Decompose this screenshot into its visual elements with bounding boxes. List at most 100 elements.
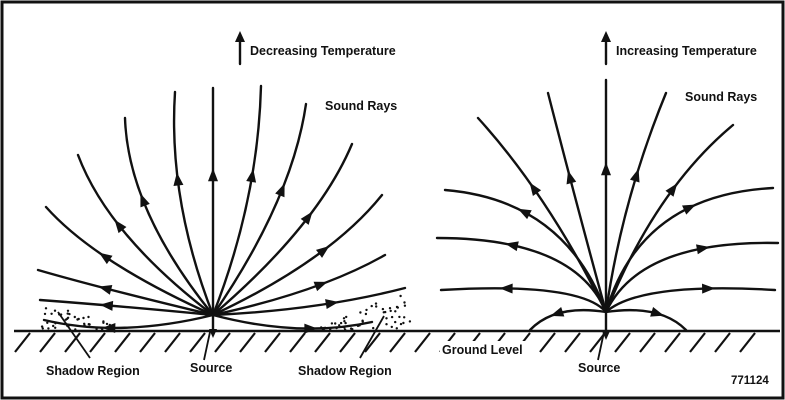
ground-hatch-mark	[89, 332, 106, 353]
shadow-dot	[87, 323, 91, 326]
ground-hatch-mark	[639, 332, 656, 353]
ground-hatching	[14, 332, 756, 353]
shadow-dot	[344, 321, 347, 325]
ground-hatch-mark	[114, 332, 131, 353]
ground-hatch-mark	[214, 332, 231, 353]
shadow-dot	[396, 306, 399, 309]
shadow-dot	[43, 312, 47, 316]
shadow-dot	[105, 322, 109, 326]
ground-hatch-mark	[239, 332, 256, 353]
ground-label-backdrop	[440, 341, 532, 358]
ray-arrowhead	[173, 172, 184, 187]
ground-hatch-mark	[714, 332, 731, 353]
shadow-dot	[345, 315, 348, 319]
shadow-dot	[385, 317, 388, 320]
left-ray	[42, 313, 215, 330]
ray-arrowhead	[566, 170, 577, 185]
ray-arrowhead	[208, 168, 218, 182]
left-ray	[76, 153, 215, 317]
left-ray	[211, 142, 354, 317]
ray-arrowhead	[316, 245, 330, 258]
left-ray	[211, 193, 384, 317]
left-ray	[211, 286, 407, 317]
ray-arrowhead	[99, 300, 114, 311]
shadow-dot	[364, 312, 368, 316]
shadow-dot	[372, 326, 375, 330]
shadow-dot	[54, 326, 57, 329]
ground-hatch-mark	[314, 332, 331, 353]
shadow-dot	[41, 327, 44, 330]
ray-arrowhead	[702, 283, 716, 294]
ground-hatch-mark	[164, 332, 181, 353]
right-ray	[604, 186, 775, 314]
shadow-dot	[343, 320, 346, 323]
ray-arrowhead	[505, 241, 519, 252]
left-ray	[172, 90, 215, 317]
ground-level-label: Ground Level	[442, 343, 523, 357]
right-sound-rays-label: Sound Rays	[685, 90, 757, 104]
right-ray	[546, 91, 608, 314]
ground-hatch-mark	[364, 332, 381, 353]
left-ray-arrowheads	[98, 168, 339, 334]
ground-hatch-mark	[189, 332, 206, 353]
shadow-dot	[349, 327, 353, 330]
ray-arrowhead	[650, 307, 665, 317]
ray-arrowhead	[140, 193, 150, 208]
left-ray	[44, 205, 215, 317]
shadow-dot	[47, 327, 50, 330]
shadow-dot	[66, 316, 70, 319]
left-ray	[211, 102, 308, 317]
left-source-leader	[203, 331, 211, 361]
ray-arrowhead	[114, 219, 127, 234]
shadow-dot	[390, 325, 393, 329]
ray-arrowhead	[529, 182, 542, 197]
shadow-dot	[338, 324, 341, 327]
increasing-temperature-arrowhead	[601, 31, 611, 42]
ray-arrowhead	[517, 208, 532, 220]
shadow-dot	[44, 307, 48, 310]
right-source-leader	[597, 331, 605, 361]
shadow-dot	[330, 322, 334, 325]
shadow-dot	[394, 320, 397, 324]
left-ray	[36, 268, 215, 317]
left-ray	[211, 313, 374, 330]
right-ray	[604, 287, 777, 314]
shadow-dot	[403, 316, 406, 319]
shadow-dot	[66, 309, 70, 312]
shadow-dot	[76, 318, 79, 321]
ground-hatch-mark	[389, 332, 406, 353]
shadow-dot	[388, 307, 392, 310]
shadow-dot	[390, 315, 394, 319]
left-ray	[38, 298, 215, 317]
ray-arrowhead	[300, 211, 313, 225]
shadow-dot	[361, 320, 364, 323]
ground-hatch-mark	[264, 332, 281, 353]
shadow-dot	[87, 315, 90, 319]
ground-hatch-mark	[14, 332, 31, 353]
ground-hatch-mark	[739, 332, 756, 353]
shadow-dot	[359, 311, 362, 314]
ray-arrowhead	[601, 162, 611, 176]
figure-id: 771124	[731, 375, 769, 387]
left-ray	[211, 253, 387, 317]
ground-hatch-mark	[64, 332, 81, 353]
ray-arrowhead	[682, 204, 696, 215]
shadow-dot	[395, 327, 398, 330]
shadow-dot	[374, 302, 378, 305]
ray-arrowhead	[696, 244, 710, 255]
right-shadow-label: Shadow Region	[298, 364, 392, 378]
ground-hatch-mark	[39, 332, 56, 353]
shadow-dot	[339, 321, 343, 325]
ground-hatch-mark	[664, 332, 681, 353]
ray-arrowhead	[246, 168, 257, 183]
ground-hatch-mark	[139, 332, 156, 353]
right-ray	[528, 308, 608, 332]
right-ray	[604, 91, 668, 314]
decreasing-temperature-arrowhead	[235, 31, 245, 42]
ray-arrowhead	[304, 323, 318, 334]
left-heading: Decreasing Temperature	[250, 44, 396, 58]
ground-hatch-mark	[614, 332, 631, 353]
ray-arrowhead	[550, 307, 565, 317]
right-ray	[443, 188, 608, 314]
right-shadow-leader	[359, 315, 385, 359]
